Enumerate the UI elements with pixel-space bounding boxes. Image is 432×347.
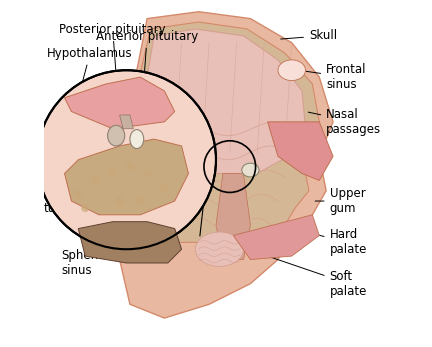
Ellipse shape	[130, 130, 144, 149]
Polygon shape	[216, 174, 251, 260]
Text: Hypothalamus: Hypothalamus	[48, 46, 133, 95]
Circle shape	[136, 197, 144, 205]
Circle shape	[92, 176, 100, 185]
Circle shape	[160, 183, 168, 192]
Circle shape	[108, 169, 117, 178]
Text: Posterior pituitary: Posterior pituitary	[60, 23, 166, 119]
Ellipse shape	[278, 60, 305, 81]
Text: Hard
palate: Hard palate	[295, 228, 367, 256]
Circle shape	[126, 162, 134, 171]
Circle shape	[115, 197, 124, 205]
Text: Sella
turcica: Sella turcica	[44, 169, 90, 215]
Text: Soft
palate: Soft palate	[270, 257, 367, 298]
Polygon shape	[130, 22, 319, 242]
Text: Anterior pituitary: Anterior pituitary	[96, 30, 198, 126]
Polygon shape	[144, 29, 305, 174]
Ellipse shape	[195, 232, 244, 266]
Text: Skull: Skull	[281, 29, 337, 42]
Text: Frontal
sinus: Frontal sinus	[302, 63, 367, 91]
Polygon shape	[233, 215, 319, 260]
Polygon shape	[268, 122, 333, 180]
Ellipse shape	[242, 163, 259, 177]
Polygon shape	[78, 222, 181, 263]
Polygon shape	[120, 12, 333, 318]
Circle shape	[143, 169, 151, 178]
Circle shape	[37, 70, 216, 249]
Circle shape	[74, 190, 83, 198]
Polygon shape	[64, 77, 175, 129]
Polygon shape	[64, 139, 188, 215]
Polygon shape	[120, 115, 133, 129]
Circle shape	[81, 204, 89, 212]
Text: Upper
gum: Upper gum	[315, 187, 365, 215]
Ellipse shape	[108, 125, 125, 146]
Text: Nasal
passages: Nasal passages	[308, 108, 381, 136]
Text: Sphenoid
sinus: Sphenoid sinus	[61, 237, 118, 277]
